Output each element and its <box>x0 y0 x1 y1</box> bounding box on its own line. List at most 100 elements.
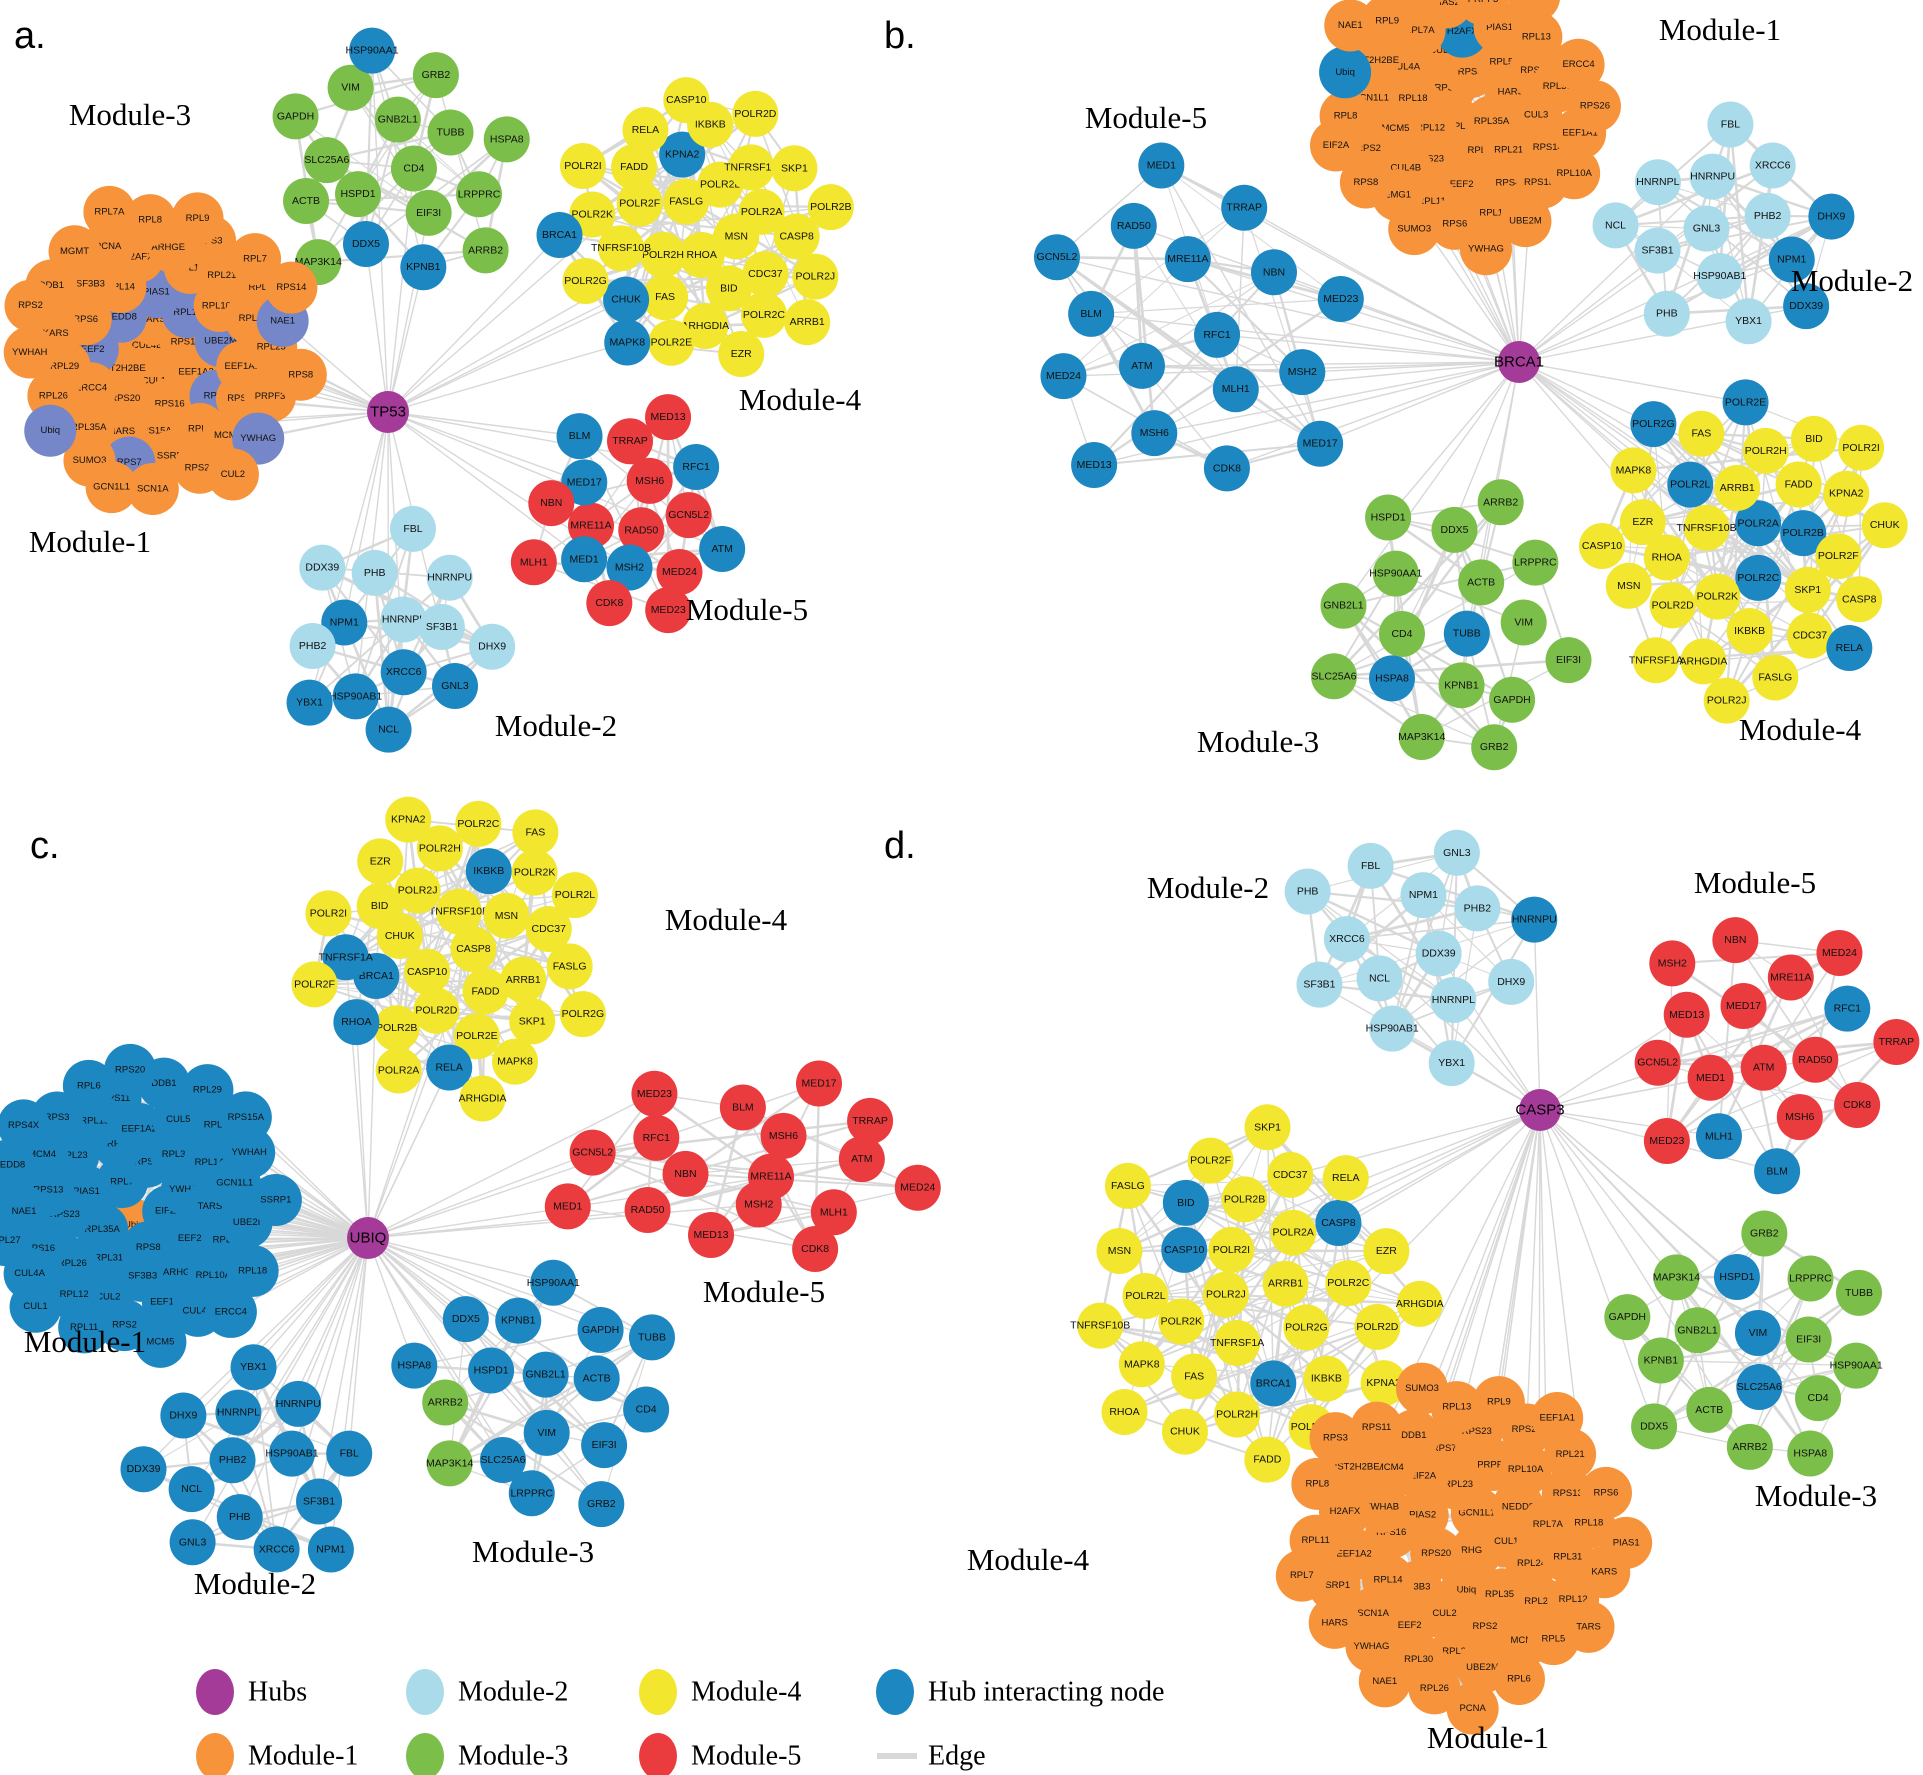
node-d-HSP90AA1[interactable]: HSP90AA1 <box>1830 1342 1883 1389</box>
node-a-MED1[interactable]: MED1 <box>561 536 608 583</box>
node-d-BID[interactable]: BID <box>1162 1179 1209 1226</box>
node-c-RPS20[interactable]: RPS20 <box>104 1043 157 1096</box>
node-b-CDK8[interactable]: CDK8 <box>1203 445 1250 492</box>
node-a-HNRNPU[interactable]: HNRNPU <box>426 554 473 601</box>
node-a-GCN1L1[interactable]: GCN1L1 <box>85 461 138 514</box>
node-d-POLR2K[interactable]: POLR2K <box>1158 1298 1205 1345</box>
node-b-MED24[interactable]: MED24 <box>1040 353 1087 400</box>
node-a-POLR2A[interactable]: POLR2A <box>738 188 785 235</box>
node-c-FBL[interactable]: FBL <box>326 1430 373 1477</box>
node-a-KPNB1[interactable]: KPNB1 <box>400 244 447 291</box>
node-c-SLC25A6[interactable]: SLC25A6 <box>479 1437 526 1484</box>
node-a-TNFRSF10B[interactable]: TNFRSF10B <box>591 225 651 272</box>
node-a-SCN1A[interactable]: SCN1A <box>126 462 179 515</box>
node-b-IKBKB[interactable]: IKBKB <box>1726 608 1773 655</box>
node-c-RPL6[interactable]: RPL6 <box>62 1059 115 1112</box>
node-b-NPM1[interactable]: NPM1 <box>1768 236 1815 283</box>
node-d-FADD[interactable]: FADD <box>1244 1436 1291 1483</box>
node-b-CHUK[interactable]: CHUK <box>1861 502 1908 549</box>
node-c-ARRB2[interactable]: ARRB2 <box>422 1379 469 1426</box>
node-d-FASLG[interactable]: FASLG <box>1104 1162 1151 1209</box>
node-c-XRCC6[interactable]: XRCC6 <box>253 1526 300 1573</box>
node-c-DHX9[interactable]: DHX9 <box>160 1392 207 1439</box>
node-c-MED1[interactable]: MED1 <box>544 1183 591 1230</box>
node-b-POLR2L[interactable]: POLR2L <box>1667 461 1714 508</box>
node-b-SF3B1[interactable]: SF3B1 <box>1634 227 1681 274</box>
node-d-FBL[interactable]: FBL <box>1347 842 1394 889</box>
node-b-POLR2D[interactable]: POLR2D <box>1649 582 1696 629</box>
node-d-BLM[interactable]: BLM <box>1754 1148 1801 1195</box>
node-b-HSPD1[interactable]: HSPD1 <box>1365 494 1412 541</box>
node-d-RPS6[interactable]: RPS6 <box>1579 1466 1632 1519</box>
node-a-GNL3[interactable]: GNL3 <box>432 663 479 710</box>
node-a-RPL8[interactable]: RPL8 <box>124 194 177 247</box>
node-c-NCL[interactable]: NCL <box>168 1466 215 1513</box>
node-c-SSRP1[interactable]: SSRP1 <box>249 1173 302 1226</box>
node-b-MAPK8[interactable]: MAPK8 <box>1610 447 1657 494</box>
node-a-CDK8[interactable]: CDK8 <box>586 580 633 627</box>
node-a-FASLG[interactable]: FASLG <box>663 178 710 225</box>
node-c-NBN[interactable]: NBN <box>662 1150 709 1197</box>
node-d-MED1[interactable]: MED1 <box>1687 1054 1734 1101</box>
node-b-TNFRSF1A[interactable]: TNFRSF1A <box>1629 637 1683 684</box>
node-c-LRPPRC[interactable]: LRPPRC <box>508 1470 555 1517</box>
node-c-YBX1[interactable]: YBX1 <box>230 1344 277 1391</box>
node-a-DDX39[interactable]: DDX39 <box>299 544 346 591</box>
node-a-MSH6[interactable]: MSH6 <box>626 457 673 504</box>
node-b-FBL[interactable]: FBL <box>1707 101 1754 148</box>
node-c-RPL18[interactable]: RPL18 <box>226 1244 279 1297</box>
node-c-ARRB1[interactable]: ARRB1 <box>500 956 547 1003</box>
node-a-BID[interactable]: BID <box>705 265 752 312</box>
node-d-HSPD1[interactable]: HSPD1 <box>1713 1253 1760 1300</box>
node-b-NAE1[interactable]: NAE1 <box>1324 0 1377 52</box>
node-c-CDC37[interactable]: CDC37 <box>525 905 572 952</box>
node-d-BRCA1[interactable]: BRCA1 <box>1250 1360 1297 1407</box>
node-a-EZR[interactable]: EZR <box>718 331 765 378</box>
node-c-PHB2[interactable]: PHB2 <box>209 1437 256 1484</box>
node-c-ERCC4[interactable]: ERCC4 <box>204 1285 257 1338</box>
node-c-HNRNPL[interactable]: HNRNPL <box>215 1389 262 1436</box>
node-c-FASLG[interactable]: FASLG <box>546 943 593 990</box>
node-b-HNRNPU[interactable]: HNRNPU <box>1689 153 1736 200</box>
node-b-TRRAP[interactable]: TRRAP <box>1221 184 1268 231</box>
node-c-POLR2K[interactable]: POLR2K <box>511 849 558 896</box>
node-c-CD4[interactable]: CD4 <box>623 1386 670 1433</box>
node-c-HSP90AB1[interactable]: HSP90AB1 <box>265 1430 319 1477</box>
node-b-DHX9[interactable]: DHX9 <box>1808 193 1855 240</box>
node-b-CASP10[interactable]: CASP10 <box>1579 522 1626 569</box>
node-b-HNRNPL[interactable]: HNRNPL <box>1634 159 1681 206</box>
node-d-MSH2[interactable]: MSH2 <box>1649 940 1696 987</box>
node-a-RPS2[interactable]: RPS2 <box>4 279 57 332</box>
node-c-BID[interactable]: BID <box>356 883 403 930</box>
node-b-POLR2J[interactable]: POLR2J <box>1703 677 1750 724</box>
node-d-RPL26[interactable]: RPL26 <box>1408 1662 1461 1715</box>
node-c-DDX5[interactable]: DDX5 <box>442 1296 489 1343</box>
node-a-CUL2[interactable]: CUL2 <box>206 448 259 501</box>
node-d-PHB[interactable]: PHB <box>1284 868 1331 915</box>
node-d-POLR2F[interactable]: POLR2F <box>1187 1137 1234 1184</box>
hub-node-BRCA1[interactable]: BRCA1 <box>1494 341 1544 383</box>
node-a-POLR2J[interactable]: POLR2J <box>792 253 839 300</box>
node-b-UBE2M[interactable]: UBE2M <box>1499 195 1552 248</box>
node-a-GNB2L1[interactable]: GNB2L1 <box>374 96 421 143</box>
node-c-SKP1[interactable]: SKP1 <box>509 998 556 1045</box>
node-c-EIF3I[interactable]: EIF3I <box>581 1422 628 1469</box>
node-d-DDX39[interactable]: DDX39 <box>1415 930 1462 977</box>
node-a-YWHAH[interactable]: YWHAH <box>3 326 56 379</box>
node-a-KPNA2[interactable]: KPNA2 <box>659 131 706 178</box>
node-c-TNFRSF1A[interactable]: TNFRSF1A <box>319 934 373 981</box>
node-c-RHOA[interactable]: RHOA <box>333 999 380 1046</box>
node-b-EIF2A[interactable]: EIF2A <box>1309 119 1362 172</box>
node-c-FADD[interactable]: FADD <box>462 968 509 1015</box>
node-c-NEDD8[interactable]: NEDD8 <box>0 1139 36 1192</box>
node-b-PHB[interactable]: PHB <box>1643 290 1690 337</box>
node-c-ATM[interactable]: ATM <box>838 1136 885 1183</box>
node-b-FADD[interactable]: FADD <box>1775 461 1822 508</box>
node-d-EEF1A1[interactable]: EEF1A1 <box>1531 1392 1584 1445</box>
node-a-RFC1[interactable]: RFC1 <box>673 444 720 491</box>
node-b-NCL[interactable]: NCL <box>1592 202 1639 249</box>
node-a-CASP10[interactable]: CASP10 <box>663 77 710 124</box>
node-d-CDC37[interactable]: CDC37 <box>1267 1151 1314 1198</box>
node-b-MED17[interactable]: MED17 <box>1297 420 1344 467</box>
node-c-POLR2E[interactable]: POLR2E <box>453 1013 500 1060</box>
